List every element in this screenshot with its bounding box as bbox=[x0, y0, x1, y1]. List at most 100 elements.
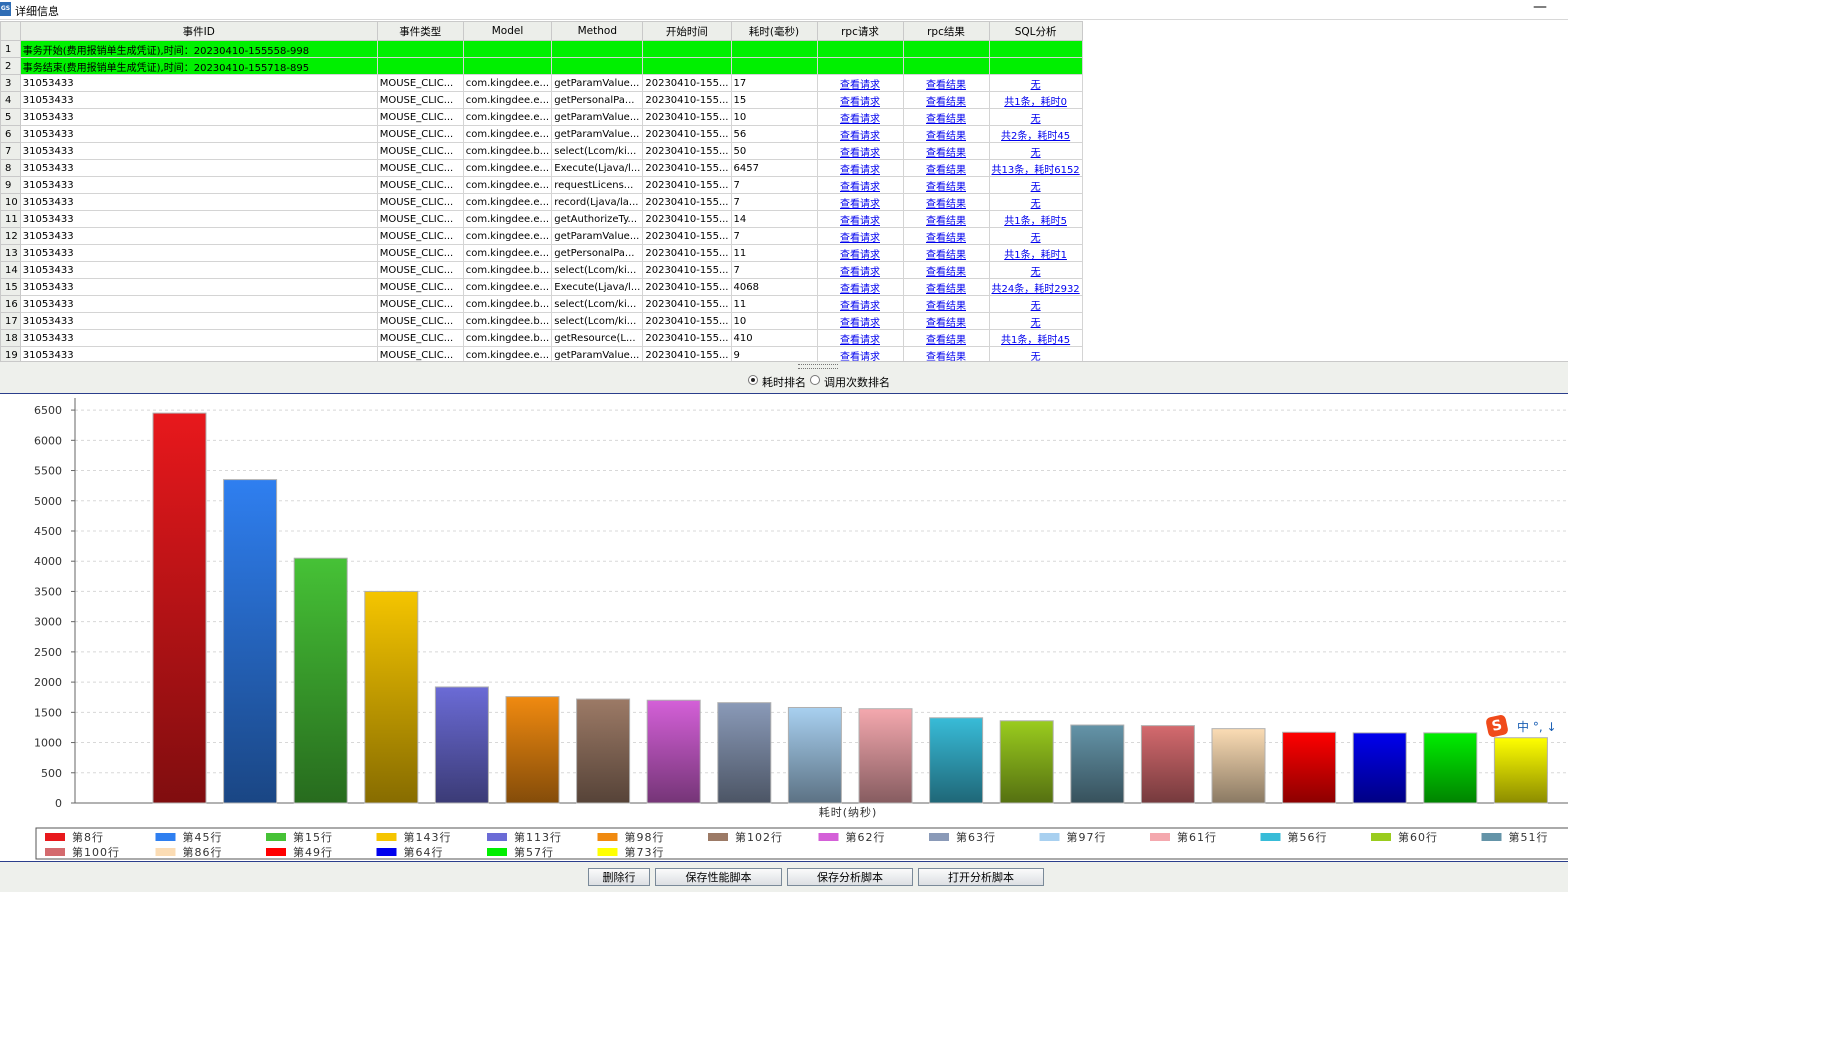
column-header-rpc-result[interactable]: rpc结果 bbox=[902, 21, 990, 41]
rpc-request-link[interactable]: 查看请求 bbox=[816, 108, 904, 126]
ime-toolbar[interactable]: S 中 °, ↓ bbox=[1484, 714, 1568, 740]
rpc-result-link[interactable]: 查看结果 bbox=[902, 278, 990, 296]
rpc-result-link[interactable]: 查看结果 bbox=[902, 210, 990, 228]
rpc-request-link[interactable]: 查看请求 bbox=[816, 125, 904, 143]
rpc-result-link[interactable]: 查看结果 bbox=[902, 295, 990, 313]
table-row[interactable]: 17 31053433 MOUSE_CLIC... com.kingdee.b... s… bbox=[0, 312, 1083, 330]
rpc-request-link[interactable]: 查看请求 bbox=[816, 142, 904, 160]
rpc-result-link[interactable]: 查看结果 bbox=[902, 159, 990, 177]
sql-analysis-link[interactable]: 无 bbox=[988, 74, 1083, 92]
table-row[interactable]: 6 31053433 MOUSE_CLIC... com.kingdee.e... ge… bbox=[0, 125, 1083, 143]
table-row[interactable]: 15 31053433 MOUSE_CLIC... com.kingdee.e... E… bbox=[0, 278, 1083, 296]
rpc-request-link[interactable]: 查看请求 bbox=[816, 346, 904, 361]
rpc-request-link[interactable]: 查看请求 bbox=[816, 278, 904, 296]
rpc-result-link[interactable]: 查看结果 bbox=[902, 142, 990, 160]
column-header-model[interactable]: Model bbox=[462, 21, 553, 41]
rpc-request-link[interactable]: 查看请求 bbox=[816, 244, 904, 262]
open-analysis-script-button[interactable]: 打开分析脚本 bbox=[918, 868, 1044, 886]
minimize-button[interactable]: — bbox=[1533, 0, 1547, 15]
sql-analysis-link[interactable]: 无 bbox=[988, 261, 1083, 279]
table-row[interactable]: 9 31053433 MOUSE_CLIC... com.kingdee.e... re… bbox=[0, 176, 1083, 194]
bar-第100行 bbox=[1140, 725, 1195, 804]
sql-analysis-link[interactable]: 无 bbox=[988, 176, 1083, 194]
table-row[interactable]: 12 31053433 MOUSE_CLIC... com.kingdee.e... g… bbox=[0, 227, 1083, 245]
transaction-banner-row[interactable]: 1 事务开始(费用报销单生成凭证),时间：20230410-155558-998 bbox=[0, 40, 1083, 58]
rpc-result-link[interactable]: 查看结果 bbox=[902, 227, 990, 245]
bar-第102行 bbox=[576, 698, 631, 804]
table-row[interactable]: 14 31053433 MOUSE_CLIC... com.kingdee.b... s… bbox=[0, 261, 1083, 279]
rpc-request-link[interactable]: 查看请求 bbox=[816, 159, 904, 177]
rpc-result-link[interactable]: 查看结果 bbox=[902, 108, 990, 126]
rpc-result-link[interactable]: 查看结果 bbox=[902, 74, 990, 92]
y-tick-label: 1500 bbox=[34, 706, 62, 719]
rpc-request-link[interactable]: 查看请求 bbox=[816, 227, 904, 245]
sql-analysis-link[interactable]: 无 bbox=[988, 108, 1083, 126]
splitter-grip[interactable] bbox=[798, 364, 838, 369]
table-row[interactable]: 13 31053433 MOUSE_CLIC... com.kingdee.e... g… bbox=[0, 244, 1083, 262]
rpc-request-link[interactable]: 查看请求 bbox=[816, 91, 904, 109]
sql-analysis-link[interactable]: 无 bbox=[988, 295, 1083, 313]
rpc-request-link[interactable]: 查看请求 bbox=[816, 74, 904, 92]
sql-analysis-link[interactable]: 共13条，耗时6152 bbox=[988, 159, 1083, 177]
rpc-result-link[interactable]: 查看结果 bbox=[902, 312, 990, 330]
radio-call-count-ranking[interactable] bbox=[810, 375, 820, 385]
table-row[interactable]: 5 31053433 MOUSE_CLIC... com.kingdee.e... ge… bbox=[0, 108, 1083, 126]
sql-analysis-link[interactable]: 共1条，耗时45 bbox=[988, 329, 1083, 347]
column-header-event-type[interactable]: 事件类型 bbox=[376, 21, 464, 41]
rpc-result-link[interactable]: 查看结果 bbox=[902, 176, 990, 194]
table-row[interactable]: 10 31053433 MOUSE_CLIC... com.kingdee.e... r… bbox=[0, 193, 1083, 211]
method-cell: getParamValue... bbox=[551, 227, 644, 245]
rpc-result-link[interactable]: 查看结果 bbox=[902, 329, 990, 347]
save-performance-script-button[interactable]: 保存性能脚本 bbox=[655, 868, 782, 886]
column-header-start-time[interactable]: 开始时间 bbox=[642, 21, 732, 41]
table-row[interactable]: 16 31053433 MOUSE_CLIC... com.kingdee.b... s… bbox=[0, 295, 1083, 313]
sql-analysis-link[interactable]: 无 bbox=[988, 227, 1083, 245]
delete-row-button[interactable]: 删除行 bbox=[588, 868, 650, 886]
column-header-method[interactable]: Method bbox=[551, 21, 644, 41]
rpc-result-link[interactable]: 查看结果 bbox=[902, 193, 990, 211]
table-row[interactable]: 11 31053433 MOUSE_CLIC... com.kingdee.e... g… bbox=[0, 210, 1083, 228]
rpc-request-link[interactable]: 查看请求 bbox=[816, 193, 904, 211]
table-row[interactable]: 7 31053433 MOUSE_CLIC... com.kingdee.b... se… bbox=[0, 142, 1083, 160]
legend-label: 第143行 bbox=[404, 830, 452, 844]
pane-splitter[interactable] bbox=[0, 361, 1568, 370]
sql-analysis-link[interactable]: 无 bbox=[988, 312, 1083, 330]
sql-analysis-link[interactable]: 无 bbox=[988, 346, 1083, 361]
sql-analysis-link[interactable]: 共1条，耗时1 bbox=[988, 244, 1083, 262]
row-number: 17 bbox=[0, 312, 21, 330]
rpc-result-link[interactable]: 查看结果 bbox=[902, 125, 990, 143]
rpc-request-link[interactable]: 查看请求 bbox=[816, 329, 904, 347]
sql-analysis-link[interactable]: 共1条，耗时5 bbox=[988, 210, 1083, 228]
table-row[interactable]: 18 31053433 MOUSE_CLIC... com.kingdee.b... g… bbox=[0, 329, 1083, 347]
column-header-event-id[interactable]: 事件ID bbox=[19, 21, 378, 41]
table-row[interactable]: 8 31053433 MOUSE_CLIC... com.kingdee.e... Ex… bbox=[0, 159, 1083, 177]
table-row[interactable]: 19 31053433 MOUSE_CLIC... com.kingdee.e... g… bbox=[0, 346, 1083, 361]
rpc-request-link[interactable]: 查看请求 bbox=[816, 210, 904, 228]
rpc-request-link[interactable]: 查看请求 bbox=[816, 295, 904, 313]
sql-analysis-link[interactable]: 共2条，耗时45 bbox=[988, 125, 1083, 143]
radio-duration-ranking[interactable] bbox=[748, 375, 758, 385]
table-row[interactable]: 3 31053433 MOUSE_CLIC... com.kingdee.e... ge… bbox=[0, 74, 1083, 92]
column-header-sql-analysis[interactable]: SQL分析 bbox=[988, 21, 1083, 41]
legend-label: 第49行 bbox=[293, 845, 333, 859]
sql-analysis-link[interactable]: 共1条，耗时0 bbox=[988, 91, 1083, 109]
column-header-duration[interactable]: 耗时(毫秒) bbox=[730, 21, 818, 41]
save-analysis-script-button[interactable]: 保存分析脚本 bbox=[787, 868, 913, 886]
rpc-request-link[interactable]: 查看请求 bbox=[816, 176, 904, 194]
table-row[interactable]: 4 31053433 MOUSE_CLIC... com.kingdee.e... ge… bbox=[0, 91, 1083, 109]
sql-analysis-link[interactable]: 无 bbox=[988, 193, 1083, 211]
duration-cell: 7 bbox=[730, 176, 818, 194]
sql-analysis-link[interactable]: 无 bbox=[988, 142, 1083, 160]
rpc-result-link[interactable]: 查看结果 bbox=[902, 261, 990, 279]
radio-label-call-count-ranking[interactable]: 调用次数排名 bbox=[824, 376, 890, 389]
radio-label-duration-ranking[interactable]: 耗时排名 bbox=[762, 376, 806, 389]
column-header-rpc-request[interactable]: rpc请求 bbox=[816, 21, 904, 41]
sql-analysis-link[interactable]: 共24条，耗时2932 bbox=[988, 278, 1083, 296]
legend-label: 第57行 bbox=[514, 845, 554, 859]
rpc-result-link[interactable]: 查看结果 bbox=[902, 91, 990, 109]
rpc-result-link[interactable]: 查看结果 bbox=[902, 346, 990, 361]
rpc-result-link[interactable]: 查看结果 bbox=[902, 244, 990, 262]
rpc-request-link[interactable]: 查看请求 bbox=[816, 312, 904, 330]
transaction-banner-row[interactable]: 2 事务结束(费用报销单生成凭证),时间：20230410-155718-895 bbox=[0, 57, 1083, 75]
rpc-request-link[interactable]: 查看请求 bbox=[816, 261, 904, 279]
